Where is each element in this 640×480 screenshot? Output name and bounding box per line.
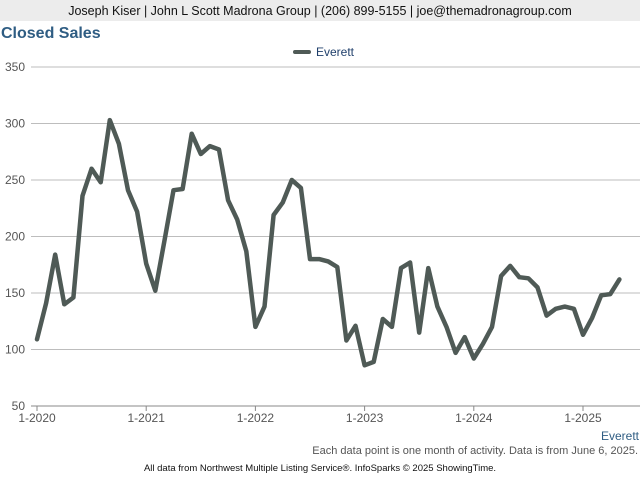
legend-swatch [293,50,311,54]
series-line-everett[interactable] [34,117,622,368]
series-layer [34,117,622,368]
data-point[interactable] [89,167,93,171]
data-point[interactable] [608,292,612,296]
data-point[interactable] [563,304,567,308]
data-point[interactable] [490,325,494,329]
data-point[interactable] [53,252,57,256]
data-point[interactable] [390,325,394,329]
data-point[interactable] [208,144,212,148]
data-point[interactable] [335,265,339,269]
data-point[interactable] [71,295,75,299]
data-point[interactable] [326,259,330,263]
data-point[interactable] [399,266,403,270]
contact-header: Joseph Kiser | John L Scott Madrona Grou… [0,0,640,21]
data-point[interactable] [281,200,285,204]
legend-label: Everett [316,45,355,59]
data-point[interactable] [308,257,312,261]
contact-text: Joseph Kiser | John L Scott Madrona Grou… [68,3,572,18]
data-point[interactable] [62,302,66,306]
y-tick-label: 200 [5,230,25,244]
data-point[interactable] [99,180,103,184]
data-point[interactable] [499,274,503,278]
legend[interactable]: Everett [293,45,354,59]
data-point[interactable] [262,304,266,308]
data-point[interactable] [599,293,603,297]
data-point[interactable] [217,147,221,151]
chart-title: Closed Sales [1,25,101,42]
y-tick-label: 250 [5,173,25,187]
data-point[interactable] [44,301,48,305]
data-point[interactable] [572,307,576,311]
data-point[interactable] [144,261,148,265]
x-tick-label: 1-2022 [237,411,275,425]
data-point[interactable] [135,209,139,213]
data-point[interactable] [453,351,457,355]
data-point[interactable] [108,118,112,122]
data-point[interactable] [590,316,594,320]
data-point[interactable] [317,257,321,261]
data-point[interactable] [162,239,166,243]
y-tick-label: 100 [5,343,25,357]
data-point[interactable] [472,356,476,360]
data-point[interactable] [171,188,175,192]
data-point[interactable] [344,338,348,342]
data-point[interactable] [481,342,485,346]
data-point[interactable] [199,152,203,156]
data-point[interactable] [408,260,412,264]
data-point[interactable] [544,313,548,317]
data-point[interactable] [180,187,184,191]
data-point[interactable] [362,363,366,367]
data-point[interactable] [617,277,621,281]
data-point[interactable] [35,337,39,341]
data-point[interactable] [244,249,248,253]
data-point[interactable] [417,330,421,334]
data-point[interactable] [353,324,357,328]
x-tick-label: 1-2024 [455,411,493,425]
data-point[interactable] [299,186,303,190]
y-tick-label: 50 [12,399,26,413]
x-tick-label: 1-2020 [18,411,56,425]
x-tick-label: 1-2021 [128,411,166,425]
data-point[interactable] [508,264,512,268]
data-point[interactable] [117,142,121,146]
data-point[interactable] [435,304,439,308]
data-point[interactable] [381,317,385,321]
x-tick-label: 1-2023 [346,411,384,425]
data-point[interactable] [235,217,239,221]
data-point[interactable] [372,360,376,364]
data-point[interactable] [554,307,558,311]
data-point[interactable] [290,178,294,182]
data-point[interactable] [581,333,585,337]
data-note: Each data point is one month of activity… [312,445,638,457]
x-tick-label: 1-2025 [564,411,602,425]
data-point[interactable] [526,276,530,280]
y-tick-label: 150 [5,286,25,300]
axis-layer: 50 100 150 200 250 300 350 1-2020 1-2021 1-2022 1-… [5,60,640,425]
data-point[interactable] [444,325,448,329]
data-point[interactable] [253,325,257,329]
data-point[interactable] [80,194,84,198]
data-point[interactable] [535,285,539,289]
x-axis-series-caption: Everett [600,429,639,443]
data-point[interactable] [190,131,194,135]
y-tick-label: 350 [5,60,25,74]
y-tick-label: 300 [5,117,25,131]
data-point[interactable] [271,213,275,217]
data-point[interactable] [517,275,521,279]
grid-layer [31,66,640,407]
data-point[interactable] [126,188,130,192]
data-point[interactable] [463,335,467,339]
data-point[interactable] [426,266,430,270]
data-point[interactable] [153,289,157,293]
data-point[interactable] [226,198,230,202]
data-source-footer: All data from Northwest Multiple Listing… [143,463,497,474]
